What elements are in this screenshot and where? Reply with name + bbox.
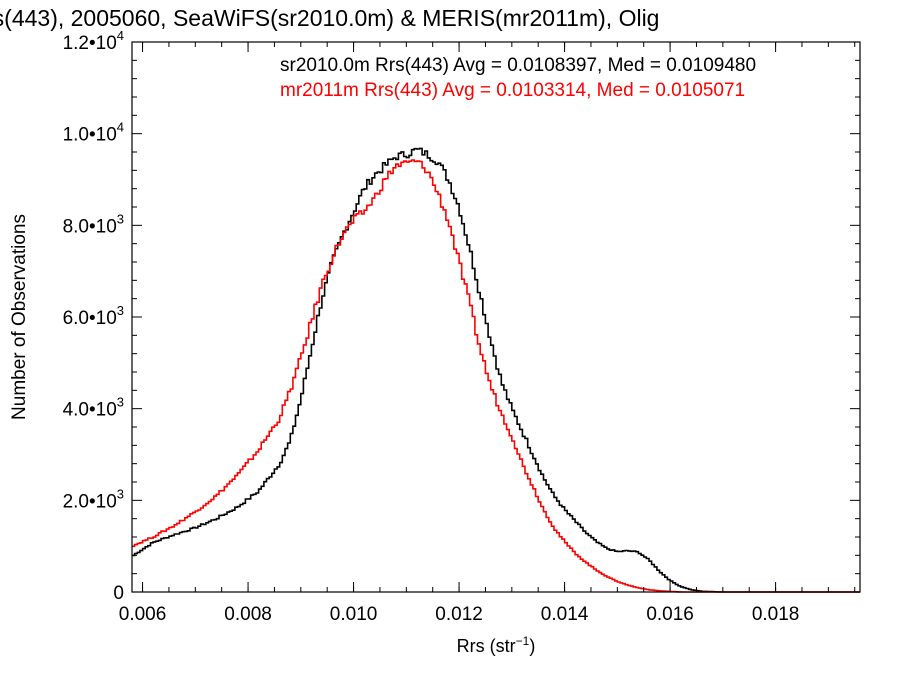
x-tick-label: 0.016 — [646, 604, 694, 625]
series-line-2 — [132, 159, 860, 593]
legend-entry-2: mr2011m Rrs(443) Avg = 0.0103314, Med = … — [280, 80, 745, 101]
y-tick-label: 2.0•103 — [63, 486, 124, 512]
legend-entry-1: sr2010.0m Rrs(443) Avg = 0.0108397, Med … — [280, 55, 756, 76]
x-axis-label: Rrs (str−1) — [457, 634, 536, 656]
y-axis-ticks: 0 2.0•103 4.0•103 6.0•103 8.0•103 1.0•104 1.2•… — [63, 28, 860, 604]
x-tick-label: 0.008 — [224, 604, 272, 625]
y-tick-label: 1.0•104 — [63, 120, 124, 146]
y-axis-label: Number of Observations — [9, 214, 30, 420]
plot-frame — [131, 41, 861, 593]
y-tick-label: 1.2•104 — [63, 28, 124, 54]
x-tick-label: 0.006 — [119, 604, 167, 625]
y-tick-label: 8.0•103 — [63, 211, 124, 237]
x-tick-label: 0.018 — [752, 604, 800, 625]
x-tick-label: 0.012 — [435, 604, 483, 625]
y-tick-label: 6.0•103 — [63, 303, 124, 329]
x-tick-label: 0.010 — [330, 604, 378, 625]
legend: sr2010.0m Rrs(443) Avg = 0.0108397, Med … — [280, 55, 756, 101]
x-axis-ticks: 0.006 0.008 0.010 0.012 0.014 0.016 0.018 — [119, 42, 856, 625]
y-tick-label: 0 — [113, 583, 124, 604]
x-tick-label: 0.014 — [541, 604, 589, 625]
series-layer — [132, 147, 860, 593]
chart-title: rs(443), 2005060, SeaWiFS(sr2010.0m) & M… — [0, 5, 659, 31]
y-tick-label: 4.0•103 — [63, 395, 124, 421]
series-line-1 — [132, 147, 860, 593]
